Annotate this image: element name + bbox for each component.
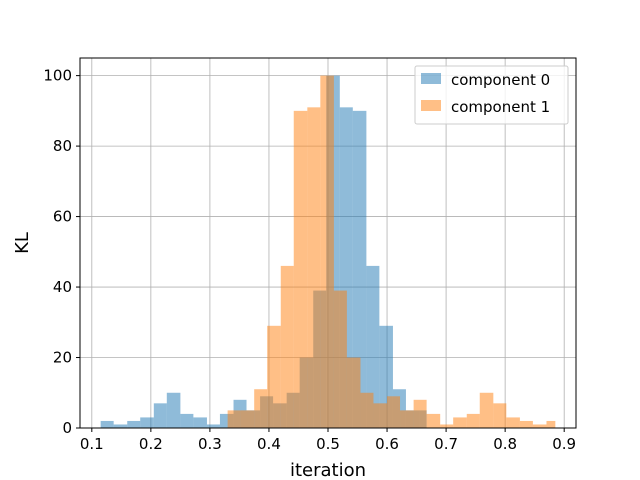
x-tick-label: 0.6 xyxy=(375,435,399,453)
bar-component-0 xyxy=(352,110,367,428)
bar-component-0 xyxy=(153,403,167,428)
bar-component-1 xyxy=(333,290,347,428)
axis-ticks: 0.1 0.2 0.3 0.4 0.5 0.6 0.7 0.8 0.9 0 20 40 60 80 100 xyxy=(43,67,576,453)
bar-component-1 xyxy=(293,110,308,428)
x-tick-label: 0.9 xyxy=(552,435,576,453)
y-axis-label: KL xyxy=(12,232,33,254)
bar-component-0 xyxy=(180,413,194,428)
bar-component-1 xyxy=(254,389,268,428)
x-tick-label: 0.3 xyxy=(198,435,222,453)
bar-component-1 xyxy=(440,424,454,428)
bar-component-1 xyxy=(240,410,255,428)
bar-component-1 xyxy=(466,413,480,428)
bar-component-1 xyxy=(519,420,533,428)
y-tick-label: 0 xyxy=(62,419,72,437)
bar-component-0 xyxy=(100,420,114,428)
y-tick-label: 60 xyxy=(53,208,72,226)
y-tick-label: 100 xyxy=(43,67,72,85)
legend-frame xyxy=(414,65,569,125)
bar-component-0 xyxy=(366,265,380,428)
bar-component-1 xyxy=(493,403,507,428)
bar-component-0 xyxy=(206,424,220,428)
x-axis-label: iteration xyxy=(290,460,366,480)
bar-component-1 xyxy=(307,107,321,428)
bar-component-1 xyxy=(546,420,556,428)
bar-component-1 xyxy=(387,396,401,428)
legend-label-component-1: component 1 xyxy=(451,98,550,116)
bar-component-0 xyxy=(166,392,181,428)
x-tick-label: 0.1 xyxy=(80,435,104,453)
legend-swatch-component-0 xyxy=(421,73,441,84)
legend-swatch-component-1 xyxy=(421,100,441,111)
bar-component-1 xyxy=(453,417,467,428)
x-tick-label: 0.8 xyxy=(493,435,517,453)
legend: component 0 component 1 xyxy=(414,65,569,125)
bars xyxy=(100,75,556,428)
bar-component-1 xyxy=(532,424,547,428)
bar-component-1 xyxy=(320,75,334,428)
y-tick-label: 40 xyxy=(53,278,72,296)
bar-component-1 xyxy=(373,403,388,428)
legend-label-component-0: component 0 xyxy=(451,71,550,89)
bar-component-0 xyxy=(140,417,154,428)
bar-component-1 xyxy=(413,399,427,428)
bar-component-0 xyxy=(127,420,141,428)
y-tick-label: 80 xyxy=(53,137,72,155)
bar-component-0 xyxy=(113,424,128,428)
x-tick-label: 0.2 xyxy=(139,435,163,453)
bar-component-1 xyxy=(360,392,374,428)
bar-component-1 xyxy=(506,417,520,428)
x-tick-label: 0.5 xyxy=(316,435,340,453)
bar-component-1 xyxy=(426,413,441,428)
y-tick-label: 20 xyxy=(53,349,72,367)
bar-component-1 xyxy=(346,357,361,428)
bar-component-1 xyxy=(267,325,281,428)
bar-component-1 xyxy=(280,265,294,428)
bar-component-1 xyxy=(400,410,414,428)
x-tick-label: 0.7 xyxy=(434,435,458,453)
bar-component-0 xyxy=(193,417,207,428)
x-tick-label: 0.4 xyxy=(257,435,281,453)
bar-component-1 xyxy=(479,392,494,428)
bar-component-1 xyxy=(227,410,241,428)
